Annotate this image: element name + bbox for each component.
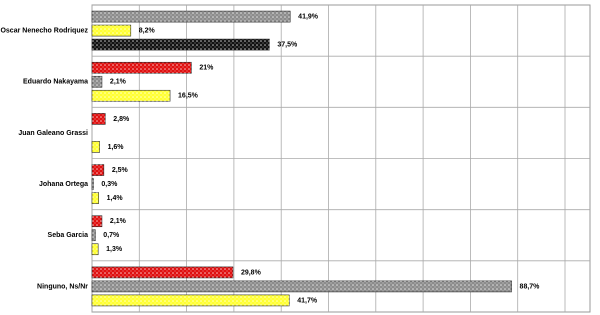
bar-texture — [92, 215, 102, 227]
value-label: 2,1% — [110, 218, 127, 225]
bar-texture — [92, 62, 192, 74]
value-label: 0,7% — [103, 232, 120, 239]
value-label: 41,9% — [298, 13, 319, 20]
bar-texture — [92, 294, 290, 306]
value-label: 41,7% — [297, 297, 318, 304]
bar-texture — [92, 76, 102, 88]
value-label: 2,5% — [112, 167, 129, 174]
value-label: 8,2% — [139, 27, 156, 34]
value-label: 37,5% — [277, 41, 298, 48]
bar-texture — [92, 11, 291, 23]
value-label: 21% — [199, 65, 214, 72]
bar-texture — [92, 39, 270, 51]
bar-texture — [92, 229, 96, 241]
category-label: Juan Galeano Grassi — [18, 130, 88, 137]
value-label: 0,3% — [101, 181, 118, 188]
bar-texture — [92, 192, 99, 204]
value-label: 1,6% — [108, 144, 125, 151]
value-label: 1,4% — [107, 195, 124, 202]
value-label: 29,8% — [241, 269, 262, 276]
bar-texture — [92, 90, 171, 102]
value-label: 1,3% — [106, 246, 123, 253]
category-label: Seba Garcia — [48, 232, 89, 239]
bar-texture — [92, 113, 106, 125]
value-label: 88,7% — [520, 283, 541, 290]
category-label: Oscar Nenecho Rodriquez — [0, 27, 88, 34]
category-label: Johana Ortega — [39, 181, 88, 188]
category-label: Ninguno, Ns/Nr — [37, 283, 88, 290]
value-label: 2,8% — [113, 116, 130, 123]
value-label: 16,5% — [178, 93, 199, 100]
category-label: Eduardo Nakayama — [23, 79, 88, 86]
bar-texture — [92, 25, 131, 37]
value-label: 2,1% — [110, 79, 127, 86]
bar-texture — [92, 178, 94, 190]
bar-texture — [92, 243, 99, 255]
bar-texture — [92, 141, 100, 153]
bar-texture — [92, 164, 104, 176]
bar-texture — [92, 266, 233, 278]
bar-texture — [92, 280, 512, 292]
